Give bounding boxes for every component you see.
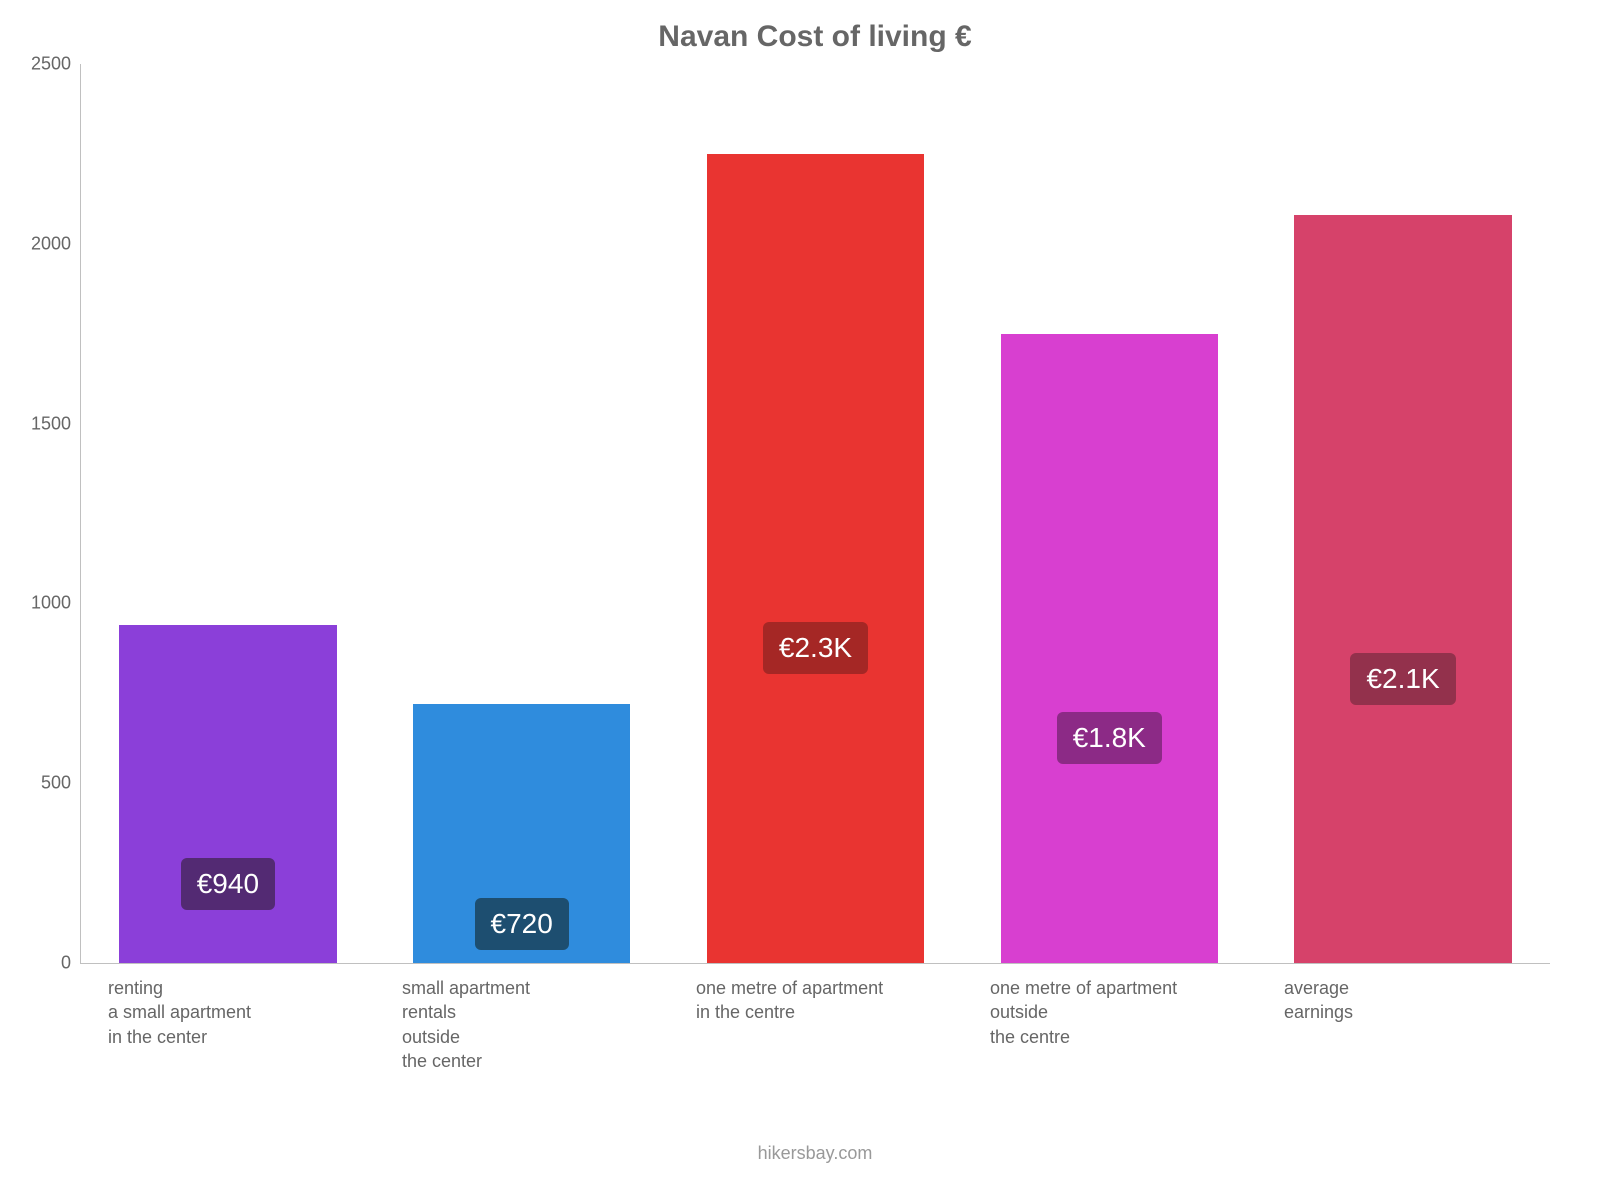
chart-container: Navan Cost of living € €940 €720 €2.3K €1.8… (0, 0, 1600, 1200)
bar-value-label: €2.1K (1350, 653, 1455, 705)
bar-value-label: €1.8K (1057, 712, 1162, 764)
y-tick-label: 2000 (31, 233, 81, 254)
bar-value-label: €720 (475, 898, 569, 950)
bar-value-label: €2.3K (763, 622, 868, 674)
bar-slot: €2.1K (1256, 64, 1550, 963)
bar: €2.3K (707, 154, 924, 963)
x-axis-label: one metre of apartment outside the centr… (962, 976, 1256, 1073)
bar: €1.8K (1001, 334, 1218, 963)
footer-credit: hikersbay.com (80, 1143, 1550, 1164)
x-axis-label: small apartment rentals outside the cent… (374, 976, 668, 1073)
y-tick-label: 0 (61, 953, 81, 974)
bar-value-label: €940 (181, 858, 275, 910)
bar: €2.1K (1294, 215, 1511, 963)
bar: €720 (413, 704, 630, 963)
bar-slot: €720 (375, 64, 669, 963)
bar-slot: €2.3K (669, 64, 963, 963)
x-axis-label: one metre of apartment in the centre (668, 976, 962, 1073)
bar-slot: €1.8K (962, 64, 1256, 963)
y-tick-label: 1000 (31, 593, 81, 614)
y-tick-label: 1500 (31, 413, 81, 434)
y-tick-label: 500 (41, 773, 81, 794)
bars-row: €940 €720 €2.3K €1.8K €2.1K (81, 64, 1550, 963)
bar: €940 (119, 625, 336, 963)
x-labels-row: renting a small apartment in the centers… (80, 976, 1550, 1073)
chart-title: Navan Cost of living € (80, 20, 1550, 54)
x-axis-label: average earnings (1256, 976, 1550, 1073)
x-axis-label: renting a small apartment in the center (80, 976, 374, 1073)
bar-slot: €940 (81, 64, 375, 963)
y-tick-label: 2500 (31, 54, 81, 75)
plot-area: €940€720€2.3K€1.8K€2.1K 0500100015002000… (80, 64, 1550, 964)
